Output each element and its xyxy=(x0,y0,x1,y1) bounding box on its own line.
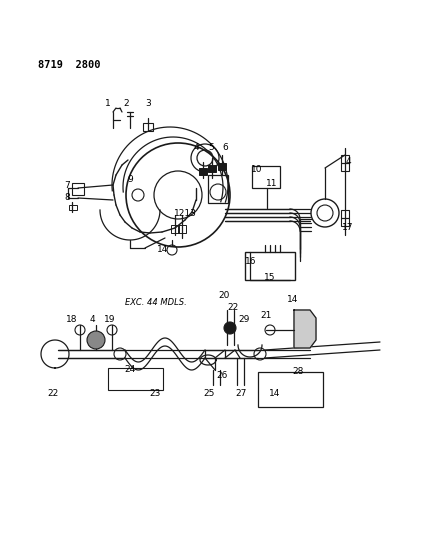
Bar xyxy=(208,175,228,203)
Text: 8719  2800: 8719 2800 xyxy=(38,60,101,70)
Text: 3: 3 xyxy=(145,99,151,108)
Polygon shape xyxy=(294,310,316,348)
Bar xyxy=(341,163,349,171)
Bar xyxy=(69,205,77,210)
Bar xyxy=(208,165,216,172)
Text: 11: 11 xyxy=(266,179,278,188)
Text: 7: 7 xyxy=(64,181,70,190)
Circle shape xyxy=(87,331,105,349)
Text: 27: 27 xyxy=(235,389,247,398)
Bar xyxy=(199,168,207,175)
Text: 23: 23 xyxy=(149,389,160,398)
Bar xyxy=(218,163,226,170)
Bar xyxy=(171,225,179,233)
Text: 1213: 1213 xyxy=(174,208,196,217)
Text: 19: 19 xyxy=(104,314,116,324)
Bar xyxy=(258,372,323,407)
Text: 28: 28 xyxy=(292,367,304,376)
Text: 15: 15 xyxy=(264,273,276,282)
Text: 18: 18 xyxy=(66,314,78,324)
Text: 22: 22 xyxy=(227,303,239,311)
Text: 14: 14 xyxy=(158,246,169,254)
Text: 8: 8 xyxy=(64,193,70,203)
Bar xyxy=(245,252,295,280)
Text: 29: 29 xyxy=(238,316,250,325)
Text: 4: 4 xyxy=(193,142,199,151)
Text: 9: 9 xyxy=(127,175,133,184)
Bar xyxy=(108,368,163,390)
Text: 14: 14 xyxy=(269,389,281,398)
Text: 16: 16 xyxy=(245,257,257,266)
Text: 20: 20 xyxy=(218,292,230,301)
Bar xyxy=(341,218,349,226)
Text: 4: 4 xyxy=(89,314,95,324)
Bar xyxy=(341,210,349,218)
Text: 4: 4 xyxy=(345,157,351,166)
Text: 22: 22 xyxy=(48,389,59,398)
Bar xyxy=(143,123,153,131)
Text: 26: 26 xyxy=(216,370,228,379)
Text: 10: 10 xyxy=(251,166,263,174)
Text: 2: 2 xyxy=(123,99,129,108)
Text: 14: 14 xyxy=(287,295,299,304)
Text: 17: 17 xyxy=(342,223,354,232)
Text: 25: 25 xyxy=(203,389,215,398)
Bar xyxy=(72,183,84,195)
Text: 24: 24 xyxy=(125,366,136,375)
Text: 1: 1 xyxy=(105,99,111,108)
Text: 21: 21 xyxy=(260,311,272,319)
Circle shape xyxy=(224,322,236,334)
Bar xyxy=(178,225,186,233)
Bar xyxy=(252,166,280,188)
Bar xyxy=(341,155,349,163)
Text: 6: 6 xyxy=(222,142,228,151)
Text: 5: 5 xyxy=(208,142,214,151)
Text: EXC. 44 MDLS.: EXC. 44 MDLS. xyxy=(125,298,187,307)
